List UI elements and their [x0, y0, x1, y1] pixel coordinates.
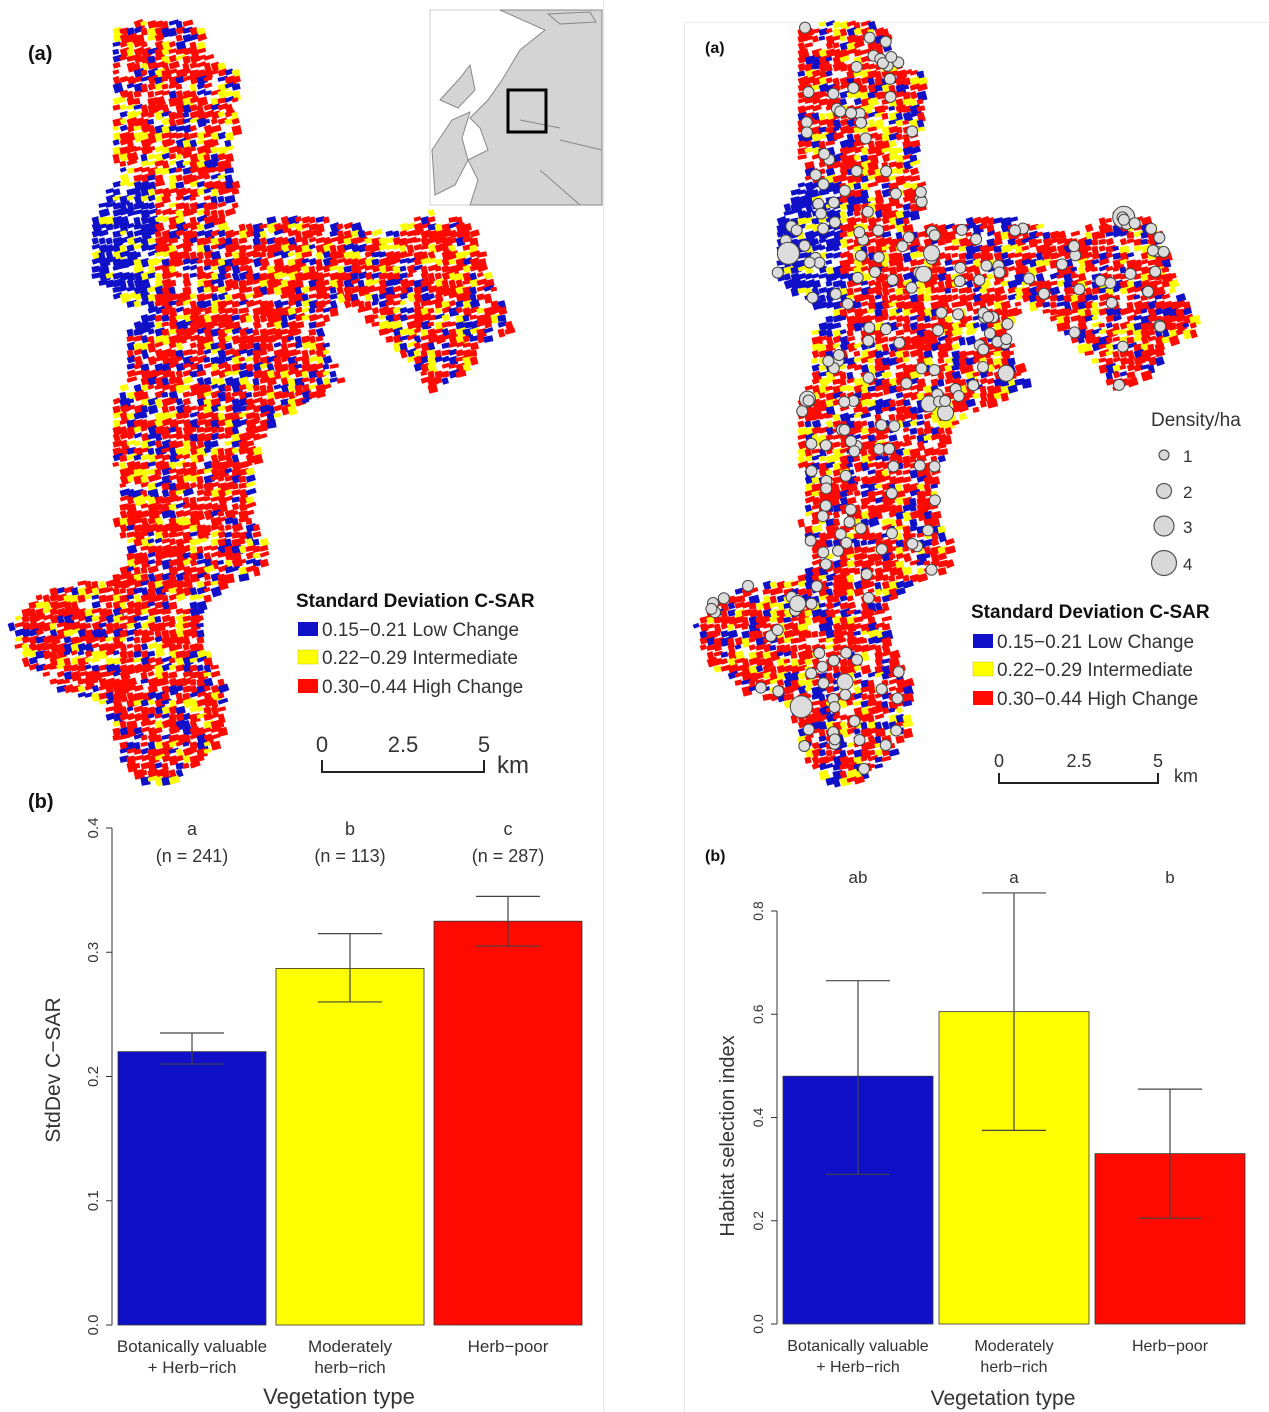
left-bar-panel-label: (b) — [28, 791, 54, 813]
right-figure-panel: (a) Density/ha 1 2 3 4 Standard Deviatio… — [684, 22, 1269, 1412]
left-map-panel-label: (a) — [28, 43, 52, 65]
left-x-axis-label: Vegetation type — [263, 1384, 415, 1409]
right-scale-tick-0: 0 — [994, 751, 1004, 771]
right-legend-swatch-low — [973, 634, 993, 648]
right-map-panel-label: (a) — [705, 40, 725, 57]
right-x-axis-label: Vegetation type — [931, 1387, 1076, 1410]
right-y-tick-label: 0.6 — [750, 1004, 766, 1024]
right-category-label-3: Herb−poor — [1132, 1338, 1209, 1355]
left-category-label-2: herb−rich — [314, 1358, 385, 1377]
density-legend: Density/ha 1 2 3 4 — [1151, 410, 1241, 576]
right-y-tick-label: 0.8 — [750, 901, 766, 921]
left-bar-1 — [118, 1052, 266, 1325]
left-figure-panel: (a) Standard Deviation C-SAR 0.15−0.21 L… — [0, 0, 604, 1411]
density-legend-label-2: 2 — [1183, 483, 1192, 502]
right-figure-svg: (a) Density/ha 1 2 3 4 Standard Deviatio… — [685, 23, 1269, 1412]
right-scale-unit: km — [1174, 766, 1198, 786]
density-legend-label-1: 1 — [1183, 447, 1192, 466]
density-legend-circle-1 — [1159, 450, 1169, 460]
left-legend-swatch-high — [298, 679, 318, 693]
right-legend-label-low: 0.15−0.21 Low Change — [997, 632, 1194, 653]
right-scale-tick-2-5: 2.5 — [1066, 751, 1091, 771]
right-bar-panel-label: (b) — [705, 848, 725, 865]
right-y-tick-label: 0.2 — [750, 1211, 766, 1231]
left-legend-label-low: 0.15−0.21 Low Change — [322, 620, 519, 641]
left-significance-label-1: a — [187, 819, 198, 839]
left-y-tick-label: 0.2 — [85, 1066, 102, 1087]
density-legend-label-3: 3 — [1183, 518, 1192, 537]
right-significance-label-3: b — [1165, 868, 1174, 887]
left-legend-title: Standard Deviation C-SAR — [296, 591, 535, 612]
left-legend-label-high: 0.30−0.44 High Change — [322, 677, 523, 698]
right-significance-label-1: ab — [849, 868, 868, 887]
density-legend-circle-4 — [1152, 551, 1177, 576]
density-legend-circle-2 — [1157, 484, 1172, 499]
density-legend-title: Density/ha — [1151, 410, 1241, 431]
right-category-label-2: Moderately — [974, 1338, 1053, 1355]
right-legend-label-high: 0.30−0.44 High Change — [997, 689, 1198, 710]
left-category-label-1: Botanically valuable — [117, 1337, 267, 1356]
density-legend-circle-3 — [1154, 516, 1174, 536]
left-significance-label-3: c — [504, 819, 513, 839]
inset-locator-map — [430, 10, 602, 205]
right-category-label-2: herb−rich — [980, 1359, 1047, 1376]
right-y-axis-label: Habitat selection index — [717, 1035, 739, 1236]
left-scale-unit: km — [497, 752, 529, 779]
left-scale-tick-5: 5 — [478, 732, 490, 757]
right-category-label-1: Botanically valuable — [787, 1338, 929, 1355]
left-y-tick-label: 0.3 — [85, 942, 102, 963]
right-scale-bar: 0 2.5 5 km — [994, 751, 1198, 786]
density-legend-label-4: 4 — [1183, 555, 1192, 574]
left-figure-svg: (a) Standard Deviation C-SAR 0.15−0.21 L… — [0, 0, 603, 1411]
left-stddev-bar-chart: 0.0 0.1 0.2 0.3 0.4 StdDev C−SAR a (n = 241) Bot… — [42, 818, 582, 1409]
left-bar-3 — [434, 921, 582, 1325]
left-legend-label-intermediate: 0.22−0.29 Intermediate — [322, 648, 518, 669]
right-legend-title: Standard Deviation C-SAR — [971, 602, 1210, 623]
left-y-tick-label: 0.0 — [85, 1315, 102, 1336]
left-legend-swatch-intermediate — [298, 650, 318, 664]
left-sample-size-label-1: (n = 241) — [156, 846, 229, 866]
right-category-label-1: + Herb−rich — [816, 1359, 900, 1376]
right-map-legend: Standard Deviation C-SAR 0.15−0.21 Low C… — [971, 602, 1210, 710]
left-map-legend: Standard Deviation C-SAR 0.15−0.21 Low C… — [296, 591, 535, 698]
right-scale-tick-5: 5 — [1153, 751, 1163, 771]
right-significance-label-2: a — [1009, 868, 1019, 887]
left-category-label-2: Moderately — [308, 1337, 393, 1356]
left-y-axis-label: StdDev C−SAR — [42, 997, 65, 1142]
left-category-label-1: + Herb−rich — [148, 1358, 237, 1377]
right-y-tick-label: 0.0 — [750, 1314, 766, 1334]
left-category-label-3: Herb−poor — [468, 1337, 549, 1356]
left-scale-tick-0: 0 — [316, 732, 328, 757]
right-y-tick-label: 0.4 — [750, 1108, 766, 1128]
left-bar-2 — [276, 968, 424, 1325]
left-sample-size-label-3: (n = 287) — [472, 846, 545, 866]
left-significance-label-2: b — [345, 819, 355, 839]
right-legend-swatch-high — [973, 691, 993, 705]
left-scale-bar: 0 2.5 5 km — [316, 732, 529, 779]
left-y-tick-label: 0.4 — [85, 818, 102, 839]
left-y-tick-label: 0.1 — [85, 1190, 102, 1211]
left-sample-size-label-2: (n = 113) — [314, 846, 385, 866]
left-legend-swatch-low — [298, 622, 318, 636]
left-scale-tick-2-5: 2.5 — [388, 732, 419, 757]
right-legend-swatch-intermediate — [973, 662, 993, 676]
right-legend-label-intermediate: 0.22−0.29 Intermediate — [997, 660, 1193, 681]
